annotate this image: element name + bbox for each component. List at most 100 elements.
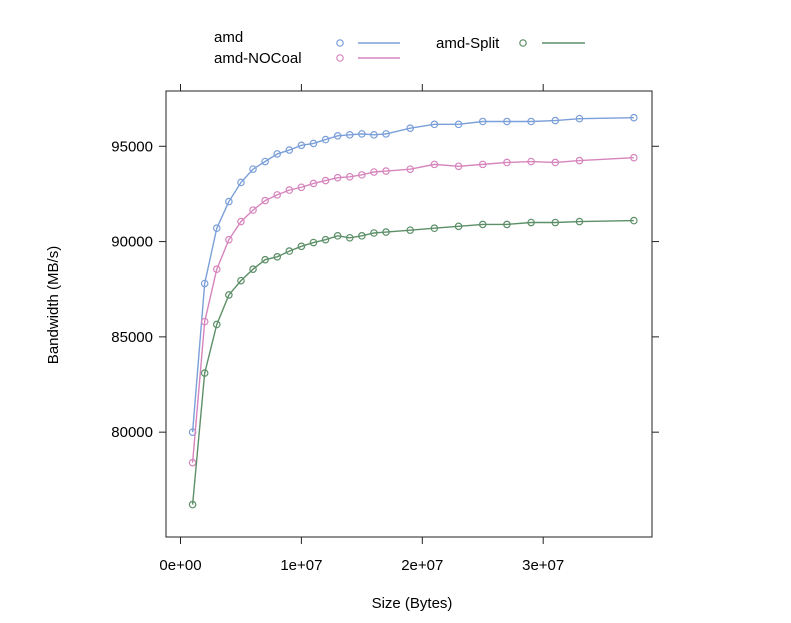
data-point-amd-nocoal	[370, 168, 378, 176]
data-point-amd-split	[273, 253, 282, 261]
data-point-amd-nocoal	[212, 265, 221, 274]
data-point-amd-split	[527, 218, 535, 227]
data-point-amd	[333, 131, 342, 140]
data-point-amd-nocoal	[503, 158, 511, 167]
x-tick-label: 1e+07	[280, 557, 322, 574]
data-point-amd-nocoal	[382, 167, 390, 175]
data-point-amd	[406, 124, 415, 132]
data-point-amd-split	[345, 233, 354, 242]
legend-label-amd-nocoal: amd-NOCoal	[214, 50, 302, 67]
data-point-amd	[630, 113, 638, 122]
data-point-amd-nocoal	[478, 160, 487, 169]
data-point-amd	[273, 150, 282, 158]
data-point-amd	[249, 165, 257, 173]
data-point-amd-split	[309, 238, 318, 247]
data-point-amd	[575, 114, 584, 123]
data-point-amd	[358, 130, 366, 138]
data-point-amd-split	[551, 218, 560, 227]
y-tick-label: 85000	[111, 329, 153, 346]
data-point-amd-nocoal	[430, 160, 439, 169]
data-point-amd	[454, 120, 463, 129]
data-point-amd-nocoal	[333, 173, 342, 182]
data-point-amd	[345, 131, 354, 139]
data-point-amd-split	[285, 247, 294, 255]
legend-label-amd-split: amd-Split	[436, 35, 500, 52]
legend: amd amd-NOCoal amd-Split	[214, 29, 585, 67]
data-point-amd-nocoal	[321, 176, 330, 185]
data-point-amd-split	[212, 320, 221, 329]
x-axis-label: Size (Bytes)	[372, 595, 453, 612]
series-line-amd	[191, 116, 634, 433]
data-point-amd-split	[382, 228, 390, 236]
data-point-amd-split	[430, 224, 439, 233]
data-point-amd-nocoal	[630, 153, 638, 162]
y-tick-label: 80000	[111, 424, 153, 441]
y-tick-label: 90000	[111, 234, 153, 251]
data-point-amd-nocoal	[406, 165, 415, 173]
data-point-amd	[503, 117, 511, 126]
data-point-amd-nocoal	[551, 158, 560, 167]
data-point-amd	[200, 279, 209, 288]
legend-marker-amd	[336, 39, 344, 47]
data-point-amd-split	[200, 369, 209, 377]
legend-marker-amd-nocoal	[336, 54, 344, 62]
data-point-amd-split	[225, 291, 233, 299]
x-tick-label: 3e+07	[522, 557, 564, 574]
data-point-amd-split	[237, 276, 245, 285]
data-point-amd	[285, 146, 294, 154]
data-point-amd-split	[297, 242, 306, 251]
data-point-amd-split	[478, 220, 487, 229]
data-point-amd	[370, 131, 378, 139]
series-line-amd-nocoal	[191, 157, 634, 463]
legend-marker-amd-split	[519, 39, 527, 47]
data-point-amd	[430, 120, 439, 129]
data-point-amd-nocoal	[297, 183, 306, 192]
data-point-amd-split	[454, 222, 463, 231]
data-point-amd-nocoal	[358, 171, 366, 179]
data-point-amd-nocoal	[527, 157, 535, 166]
series-layer	[188, 113, 638, 509]
data-point-amd-nocoal	[200, 317, 209, 326]
data-point-amd-nocoal	[575, 156, 584, 165]
data-point-amd-split	[575, 217, 584, 226]
data-point-amd	[382, 130, 390, 138]
data-point-amd-split	[630, 216, 638, 225]
plot-frame	[165, 90, 653, 538]
x-tick-label: 0e+00	[159, 557, 201, 574]
data-point-amd-split	[188, 500, 197, 509]
data-point-amd-split	[333, 232, 342, 240]
data-point-amd-nocoal	[454, 162, 463, 171]
data-point-amd	[478, 117, 487, 126]
data-point-amd	[551, 116, 560, 125]
data-point-amd-nocoal	[285, 186, 294, 194]
data-point-amd	[212, 224, 221, 233]
data-point-amd-split	[261, 255, 269, 264]
data-point-amd-nocoal	[345, 172, 354, 181]
data-point-amd	[225, 197, 233, 206]
data-point-amd-nocoal	[237, 217, 245, 226]
data-point-amd-nocoal	[309, 179, 318, 188]
data-point-amd-split	[321, 235, 330, 244]
data-point-amd	[261, 157, 269, 166]
data-point-amd-split	[358, 232, 366, 240]
data-point-amd	[237, 178, 245, 187]
y-axis: 80000 85000 90000 95000	[111, 138, 659, 441]
data-point-amd-split	[249, 265, 257, 274]
data-point-amd	[321, 135, 330, 144]
data-point-amd-split	[370, 229, 378, 237]
data-point-amd	[309, 139, 318, 148]
data-point-amd-nocoal	[249, 206, 257, 214]
data-point-amd-nocoal	[225, 235, 233, 244]
series-line-amd-split	[191, 219, 634, 505]
x-axis: 0e+00 1e+07 2e+07 3e+07	[159, 84, 564, 574]
data-point-amd-split	[406, 226, 415, 234]
data-point-amd	[297, 141, 306, 150]
data-point-amd-nocoal	[273, 191, 282, 199]
x-tick-label: 2e+07	[401, 557, 443, 574]
data-point-amd-nocoal	[261, 196, 269, 205]
legend-label-amd: amd	[214, 29, 243, 46]
y-axis-label: Bandwidth (MB/s)	[45, 246, 62, 364]
data-point-amd	[527, 117, 535, 126]
y-tick-label: 95000	[111, 138, 153, 155]
